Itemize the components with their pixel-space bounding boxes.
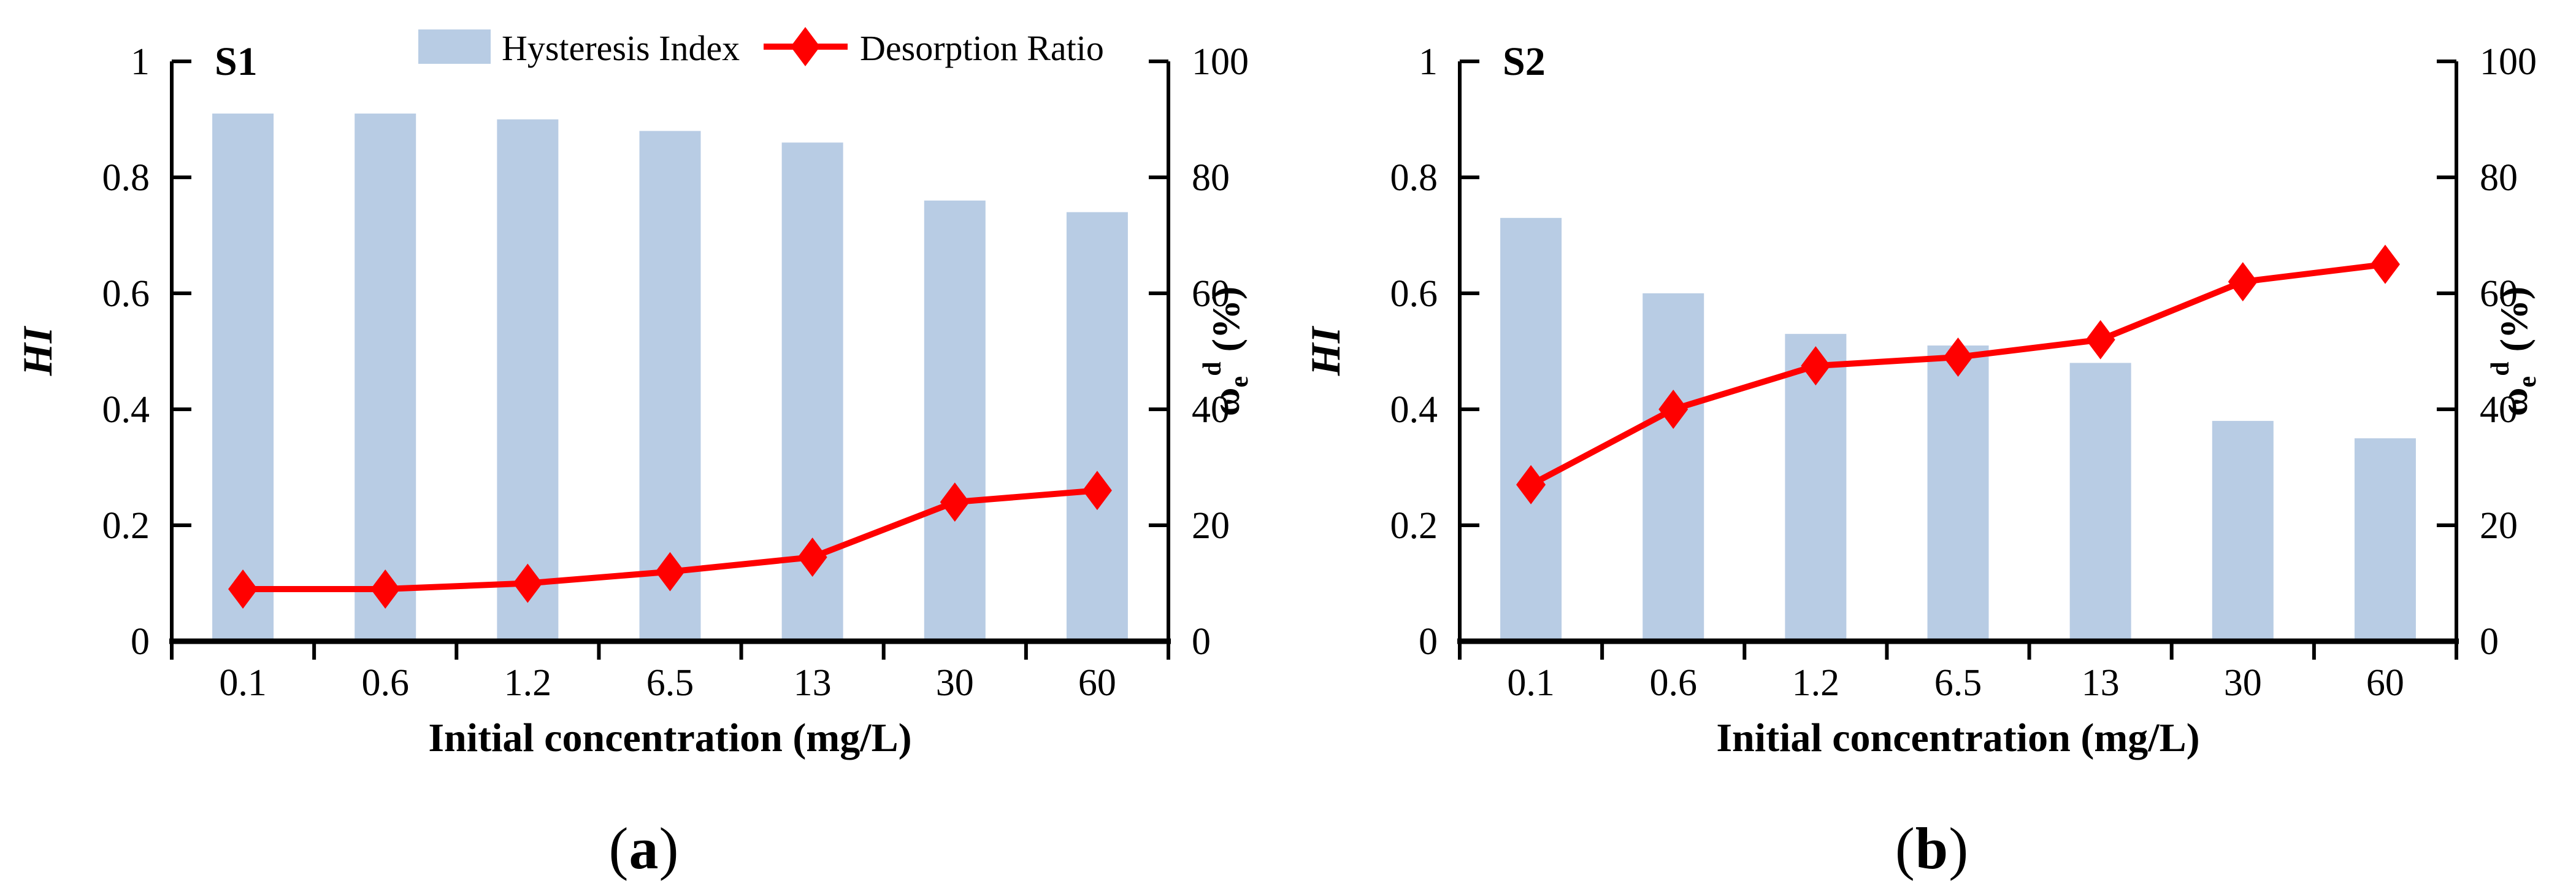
left-axis-tick-label: 1 bbox=[131, 41, 150, 83]
left-axis-tick-label: 0 bbox=[1419, 621, 1438, 663]
hysteresis-index-bar bbox=[1500, 218, 1562, 641]
left-axis-tick-label: 0.8 bbox=[1390, 157, 1438, 199]
right-axis-tick-label: 60 bbox=[1192, 273, 1230, 315]
hysteresis-index-bar bbox=[2354, 438, 2416, 641]
x-axis-tick-label: 6.5 bbox=[646, 662, 694, 704]
left-axis-tick-label: 0.6 bbox=[1390, 273, 1438, 315]
caption-a-close: ) bbox=[659, 816, 680, 881]
right-axis-tick-label: 60 bbox=[2480, 273, 2518, 315]
left-axis-tick-label: 0.8 bbox=[102, 157, 150, 199]
x-axis-tick-label: 0.6 bbox=[361, 662, 409, 704]
legend-diamond-marker bbox=[791, 27, 820, 66]
panel-a: 0 0.2 0.4 0.6 0.8 1 0 20 40 60 80 100 0.1 0.6 1.2 6.5 13… bbox=[0, 27, 1288, 891]
x-axis-tick-label: 60 bbox=[1078, 662, 1116, 704]
panel-b: 0 0.2 0.4 0.6 0.8 1 0 20 40 60 80 100 0.1 0.6 1.2 6.5 13… bbox=[1288, 0, 2576, 891]
hysteresis-index-bar bbox=[2069, 363, 2131, 641]
hysteresis-index-bar bbox=[355, 114, 416, 642]
legend-bar-swatch bbox=[418, 29, 491, 64]
panel-title: S2 bbox=[1503, 39, 1546, 84]
x-axis-title: Initial concentration (mg/L) bbox=[428, 716, 911, 760]
desorption-ratio-marker bbox=[228, 569, 258, 609]
right-axis-tick-label: 80 bbox=[1192, 157, 1230, 199]
hysteresis-index-bar bbox=[1927, 345, 1989, 641]
hysteresis-index-bar bbox=[212, 114, 274, 642]
chart-a-svg: 0 0.2 0.4 0.6 0.8 1 0 20 40 60 80 100 0.1 0.6 1.2 6.5 13… bbox=[14, 27, 1254, 760]
left-y-axis-title: HI bbox=[14, 325, 61, 376]
desorption-ratio-marker bbox=[2370, 244, 2400, 284]
x-axis-tick-label: 1.2 bbox=[1792, 662, 1840, 704]
right-axis-tick-label: 100 bbox=[2480, 41, 2537, 83]
x-axis-tick-label: 0.6 bbox=[1649, 662, 1697, 704]
x-axis-tick-label: 6.5 bbox=[1934, 662, 1982, 704]
left-axis-tick-label: 0.2 bbox=[102, 505, 150, 547]
left-y-axis-title: HI bbox=[1302, 325, 1349, 376]
legend-line-label: Desorption Ratio bbox=[860, 28, 1104, 68]
x-axis-tick-label: 0.1 bbox=[219, 662, 267, 704]
x-axis-tick-label: 60 bbox=[2366, 662, 2404, 704]
panel-caption-a: (a) bbox=[0, 795, 1288, 891]
x-axis-tick-label: 30 bbox=[936, 662, 974, 704]
caption-a-open: ( bbox=[608, 816, 629, 881]
x-axis-tick-label: 1.2 bbox=[504, 662, 552, 704]
hysteresis-index-bar bbox=[497, 119, 559, 641]
desorption-ratio-marker bbox=[940, 482, 970, 522]
caption-b-open: ( bbox=[1895, 816, 1915, 881]
right-y-axis-title: ωed (%) bbox=[2486, 287, 2542, 416]
desorption-ratio-marker bbox=[513, 563, 543, 603]
hysteresis-index-bar bbox=[1066, 212, 1128, 641]
right-axis-tick-label: 20 bbox=[2480, 505, 2518, 547]
desorption-ratio-marker bbox=[2228, 262, 2258, 302]
hysteresis-index-bar bbox=[2212, 420, 2274, 641]
panel-title: S1 bbox=[215, 39, 258, 84]
legend-bar-label: Hysteresis Index bbox=[502, 28, 740, 68]
right-y-axis-title: ωed (%) bbox=[1198, 287, 1254, 416]
left-axis-tick-label: 1 bbox=[1419, 41, 1438, 83]
right-axis-tick-label: 20 bbox=[1192, 505, 1230, 547]
caption-b-letter: b bbox=[1915, 816, 1949, 881]
desorption-ratio-marker bbox=[2085, 320, 2115, 360]
desorption-ratio-marker bbox=[370, 569, 401, 609]
x-axis-title: Initial concentration (mg/L) bbox=[1716, 716, 2199, 760]
desorption-ratio-marker bbox=[1516, 465, 1546, 504]
left-axis-tick-label: 0.2 bbox=[1390, 505, 1438, 547]
desorption-ratio-marker bbox=[1943, 337, 1973, 377]
desorption-ratio-marker bbox=[1082, 471, 1112, 511]
desorption-ratio-marker bbox=[1801, 346, 1831, 386]
right-axis-tick-label: 0 bbox=[1192, 621, 1211, 663]
panel-caption-b: (b) bbox=[1288, 795, 2576, 891]
desorption-ratio-marker bbox=[1658, 390, 1689, 429]
chart-b-svg: 0 0.2 0.4 0.6 0.8 1 0 20 40 60 80 100 0.1 0.6 1.2 6.5 13… bbox=[1302, 39, 2542, 760]
left-axis-tick-label: 0.6 bbox=[102, 273, 150, 315]
left-axis-tick-label: 0.4 bbox=[102, 389, 150, 431]
x-axis-tick-label: 13 bbox=[794, 662, 832, 704]
right-axis-tick-label: 40 bbox=[1192, 389, 1230, 431]
hysteresis-index-bar bbox=[1643, 293, 1704, 641]
desorption-ratio-marker bbox=[655, 552, 685, 592]
desorption-ratio-marker bbox=[797, 537, 827, 577]
left-axis-tick-label: 0 bbox=[131, 621, 150, 663]
caption-b-close: ) bbox=[1949, 816, 1969, 881]
left-axis-tick-label: 0.4 bbox=[1390, 389, 1438, 431]
right-axis-tick-label: 100 bbox=[1192, 41, 1249, 83]
right-axis-tick-label: 0 bbox=[2480, 621, 2499, 663]
x-axis-tick-label: 0.1 bbox=[1507, 662, 1555, 704]
right-axis-tick-label: 80 bbox=[2480, 157, 2518, 199]
x-axis-tick-label: 13 bbox=[2082, 662, 2120, 704]
caption-a-letter: a bbox=[629, 816, 659, 881]
right-axis-tick-label: 40 bbox=[2480, 389, 2518, 431]
hysteresis-index-bar bbox=[924, 200, 986, 641]
x-axis-tick-label: 30 bbox=[2224, 662, 2262, 704]
